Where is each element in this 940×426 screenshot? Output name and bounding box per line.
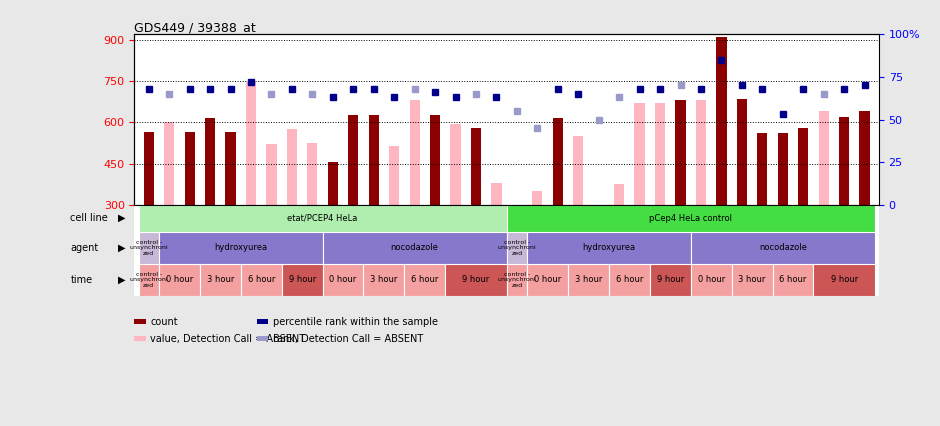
Text: percentile rank within the sample: percentile rank within the sample [273, 317, 438, 327]
Text: 6 hour: 6 hour [411, 276, 439, 285]
Bar [205, 118, 215, 205]
Bar [200, 264, 241, 296]
Text: 9 hour: 9 hour [289, 276, 316, 285]
Text: control -
unsynchroni
zed: control - unsynchroni zed [497, 240, 536, 256]
Text: 6 hour: 6 hour [247, 276, 274, 285]
Text: ▶: ▶ [118, 243, 125, 253]
Bar [527, 231, 691, 264]
Text: 3 hour: 3 hour [207, 276, 234, 285]
Text: 6 hour: 6 hour [616, 276, 643, 285]
Bar [159, 231, 322, 264]
Bar [410, 100, 420, 205]
Bar [322, 231, 507, 264]
Bar [716, 37, 727, 205]
Bar [138, 205, 507, 231]
Bar [246, 82, 256, 205]
Bar [511, 205, 522, 233]
Bar [404, 264, 446, 296]
Bar [650, 264, 691, 296]
Text: time: time [70, 275, 93, 285]
Bar [655, 103, 666, 205]
Bar [634, 103, 645, 205]
Bar [226, 132, 236, 205]
Bar [348, 115, 358, 205]
Bar [691, 264, 731, 296]
Bar [777, 133, 788, 205]
Text: nocodazole: nocodazole [759, 243, 807, 252]
Bar [138, 264, 159, 296]
Text: 9 hour: 9 hour [462, 276, 490, 285]
Bar [368, 115, 379, 205]
Text: pCep4 HeLa control: pCep4 HeLa control [650, 214, 732, 223]
Text: ▶: ▶ [118, 275, 125, 285]
Bar [138, 231, 159, 264]
Bar [389, 146, 400, 205]
Bar [266, 144, 276, 205]
Bar [507, 264, 527, 296]
Text: hydroxyurea: hydroxyurea [214, 243, 267, 252]
Bar [144, 132, 154, 205]
Text: rank, Detection Call = ABSENT: rank, Detection Call = ABSENT [273, 334, 423, 344]
Bar [322, 264, 364, 296]
Bar [553, 118, 563, 205]
Bar [159, 264, 200, 296]
Bar [691, 231, 875, 264]
Text: GDS449 / 39388_at: GDS449 / 39388_at [134, 21, 257, 34]
Bar [737, 99, 747, 205]
Text: value, Detection Call = ABSENT: value, Detection Call = ABSENT [150, 334, 306, 344]
Bar [492, 183, 502, 205]
Bar [287, 129, 297, 205]
Text: control -
unsynchroni
zed: control - unsynchroni zed [497, 272, 536, 288]
Bar [813, 264, 875, 296]
Text: 9 hour: 9 hour [657, 276, 684, 285]
Bar [573, 136, 584, 205]
Bar [450, 124, 461, 205]
Bar [609, 264, 650, 296]
Bar [532, 191, 542, 205]
Bar [527, 264, 568, 296]
Bar [507, 205, 875, 231]
Text: control -
unsynchroni
zed: control - unsynchroni zed [130, 272, 168, 288]
Bar [731, 264, 773, 296]
Text: agent: agent [70, 243, 99, 253]
Bar [859, 111, 870, 205]
Text: 0 hour: 0 hour [697, 276, 725, 285]
Text: etat/PCEP4 HeLa: etat/PCEP4 HeLa [288, 214, 358, 223]
Text: ▶: ▶ [118, 213, 125, 223]
Text: count: count [150, 317, 178, 327]
Text: control -
unsynchroni
zed: control - unsynchroni zed [130, 240, 168, 256]
Bar [241, 264, 282, 296]
Text: 6 hour: 6 hour [779, 276, 807, 285]
Bar [282, 264, 322, 296]
Bar [184, 132, 195, 205]
Bar [676, 100, 685, 205]
Bar [471, 128, 481, 205]
Bar [364, 264, 404, 296]
Text: 3 hour: 3 hour [370, 276, 398, 285]
Bar [696, 100, 706, 205]
Bar [164, 122, 174, 205]
Bar [819, 111, 829, 205]
Bar [328, 162, 337, 205]
Text: 3 hour: 3 hour [739, 276, 766, 285]
Bar [758, 133, 767, 205]
Bar [839, 117, 849, 205]
Text: 9 hour: 9 hour [831, 276, 858, 285]
Text: cell line: cell line [70, 213, 108, 223]
Bar [430, 115, 440, 205]
Text: nocodazole: nocodazole [391, 243, 439, 252]
Text: 0 hour: 0 hour [534, 276, 561, 285]
Text: hydroxyurea: hydroxyurea [583, 243, 635, 252]
Bar [568, 264, 609, 296]
Text: 0 hour: 0 hour [329, 276, 356, 285]
Bar [307, 143, 318, 205]
Text: 0 hour: 0 hour [165, 276, 193, 285]
Bar [773, 264, 813, 296]
Bar [593, 205, 603, 234]
Bar [507, 231, 527, 264]
Bar [614, 184, 624, 205]
Bar [798, 128, 808, 205]
Bar [446, 264, 507, 296]
Text: 3 hour: 3 hour [574, 276, 603, 285]
